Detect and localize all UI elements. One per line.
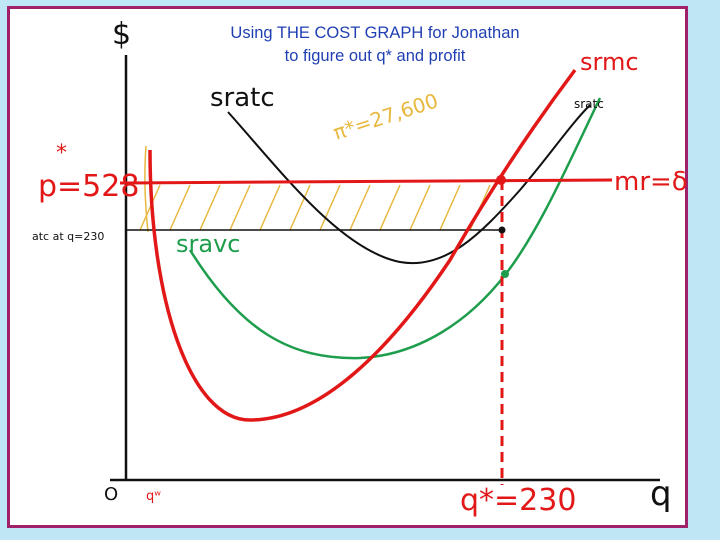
sravc-curve — [188, 97, 602, 360]
title-line-1: Using THE COST GRAPH for Jonathan — [230, 24, 520, 42]
price-star: * — [56, 141, 67, 166]
avc-point — [501, 270, 509, 278]
sratc-small-label: sratc — [574, 97, 604, 111]
slide-frame — [7, 6, 688, 528]
origin-label: O — [104, 484, 118, 505]
atc-at-q-label: atc at q=230 — [32, 230, 104, 243]
sratc-curve — [227, 104, 591, 265]
qstar-label: q*=230 — [460, 483, 576, 518]
profit-region — [139, 145, 491, 233]
x-axis-label: q — [650, 474, 672, 514]
price-mr-line — [119, 178, 613, 185]
srmc-label: srmc — [580, 48, 639, 76]
price-label: p=528 — [38, 169, 139, 204]
mr-label: mr=δ — [614, 167, 688, 197]
y-axis-label: $ — [112, 17, 131, 52]
slide-title: Using THE COST GRAPH for Jonathan to fig… — [170, 22, 580, 68]
sratc-left-label: sratc — [210, 83, 275, 113]
profit-label: π*=27,600 — [330, 88, 441, 144]
equilibrium-point — [496, 175, 506, 185]
sravc-label: sravc — [176, 230, 240, 258]
srmc-curve — [148, 68, 577, 422]
title-line-2: to figure out q* and profit — [284, 47, 466, 65]
x-marker-label: qʷ — [146, 489, 161, 504]
atc-point — [498, 226, 506, 234]
